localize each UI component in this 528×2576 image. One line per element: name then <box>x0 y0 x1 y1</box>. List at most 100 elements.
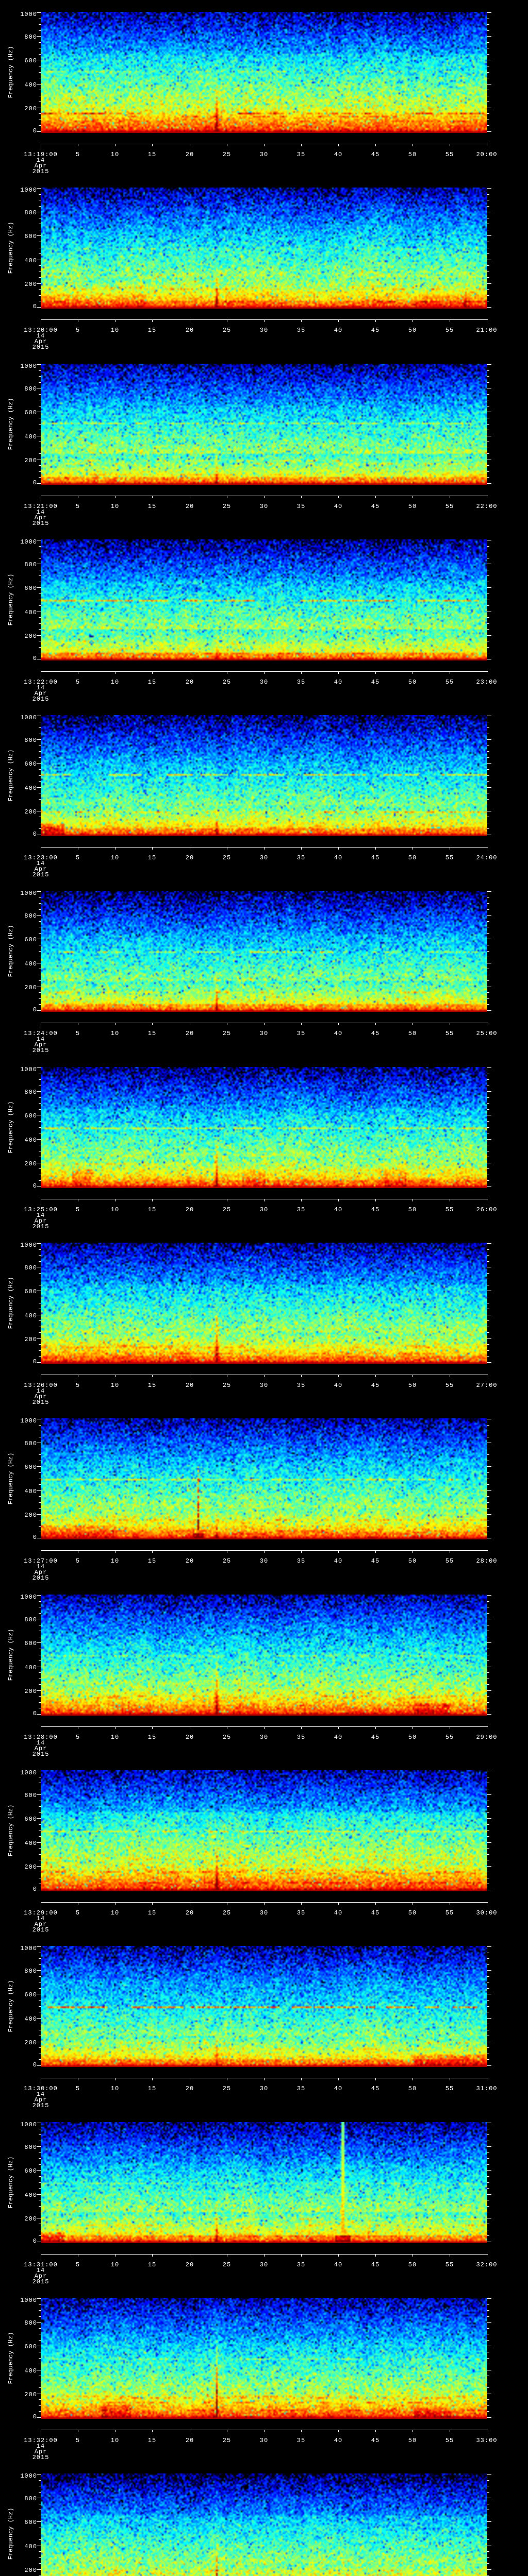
svg-text:10: 10 <box>111 1030 119 1037</box>
svg-text:25: 25 <box>223 2085 231 2092</box>
svg-text:10: 10 <box>111 1206 119 1213</box>
svg-text:400: 400 <box>24 2192 37 2199</box>
svg-text:30: 30 <box>260 1909 268 1917</box>
svg-text:Frequency (Hz): Frequency (Hz) <box>7 222 14 274</box>
svg-text:15: 15 <box>148 2261 156 2268</box>
svg-text:10: 10 <box>111 151 119 158</box>
svg-text:600: 600 <box>24 409 37 416</box>
svg-text:400: 400 <box>24 1664 37 1671</box>
svg-text:20: 20 <box>186 1734 194 1741</box>
svg-text:50: 50 <box>408 1557 417 1565</box>
svg-text:35: 35 <box>297 1382 305 1389</box>
svg-text:20: 20 <box>186 1909 194 1917</box>
svg-text:200: 200 <box>24 984 37 991</box>
svg-text:200: 200 <box>24 2391 37 2398</box>
svg-text:800: 800 <box>24 209 37 216</box>
svg-text:45: 45 <box>371 2261 380 2268</box>
svg-text:55: 55 <box>446 503 454 510</box>
svg-text:600: 600 <box>24 2519 37 2526</box>
svg-text:10: 10 <box>111 2261 119 2268</box>
svg-text:13:32:00: 13:32:00 <box>24 2437 58 2444</box>
svg-text:10: 10 <box>111 854 119 861</box>
svg-text:55: 55 <box>446 1206 454 1213</box>
svg-text:0: 0 <box>33 303 37 310</box>
svg-text:35: 35 <box>297 1206 305 1213</box>
svg-text:40: 40 <box>334 2085 342 2092</box>
svg-text:800: 800 <box>24 2144 37 2151</box>
svg-text:800: 800 <box>24 561 37 568</box>
svg-text:5: 5 <box>76 151 80 158</box>
svg-text:0: 0 <box>33 1886 37 1893</box>
svg-text:45: 45 <box>371 854 380 861</box>
svg-text:Apr: Apr <box>35 866 47 873</box>
svg-text:30: 30 <box>260 1382 268 1389</box>
svg-text:25: 25 <box>223 679 231 686</box>
svg-text:55: 55 <box>446 151 454 158</box>
svg-text:Frequency (Hz): Frequency (Hz) <box>7 1453 14 1505</box>
svg-text:0: 0 <box>33 1358 37 1365</box>
svg-text:0: 0 <box>33 655 37 662</box>
svg-text:Apr: Apr <box>35 1393 47 1400</box>
svg-text:50: 50 <box>408 2261 417 2268</box>
svg-text:800: 800 <box>24 33 37 41</box>
svg-text:14: 14 <box>37 2443 45 2450</box>
svg-text:35: 35 <box>297 679 305 686</box>
svg-text:10: 10 <box>111 1557 119 1565</box>
svg-text:30: 30 <box>260 679 268 686</box>
svg-text:Apr: Apr <box>35 690 47 697</box>
svg-text:1000: 1000 <box>20 187 37 194</box>
svg-text:35: 35 <box>297 151 305 158</box>
svg-text:28:00: 28:00 <box>476 1557 497 1565</box>
svg-text:600: 600 <box>24 2343 37 2350</box>
svg-text:5: 5 <box>76 1909 80 1917</box>
svg-text:5: 5 <box>76 2261 80 2268</box>
svg-text:20: 20 <box>186 1382 194 1389</box>
svg-text:Frequency (Hz): Frequency (Hz) <box>7 1101 14 1154</box>
svg-text:Apr: Apr <box>35 338 47 345</box>
svg-text:0: 0 <box>33 2413 37 2420</box>
svg-text:400: 400 <box>24 1137 37 1144</box>
svg-text:0: 0 <box>33 2238 37 2245</box>
svg-text:55: 55 <box>446 1734 454 1741</box>
svg-text:400: 400 <box>24 2543 37 2550</box>
svg-text:5: 5 <box>76 1734 80 1741</box>
svg-text:30: 30 <box>260 854 268 861</box>
svg-text:400: 400 <box>24 785 37 792</box>
svg-text:45: 45 <box>371 1030 380 1037</box>
svg-text:50: 50 <box>408 1030 417 1037</box>
svg-text:45: 45 <box>371 1206 380 1213</box>
svg-text:800: 800 <box>24 1616 37 1623</box>
svg-text:400: 400 <box>24 2367 37 2375</box>
svg-text:2015: 2015 <box>32 1399 50 1406</box>
svg-text:400: 400 <box>24 433 37 440</box>
svg-text:2015: 2015 <box>32 344 50 351</box>
svg-text:20: 20 <box>186 151 194 158</box>
svg-text:20: 20 <box>186 2261 194 2268</box>
svg-text:0: 0 <box>33 1534 37 1541</box>
svg-text:600: 600 <box>24 1640 37 1647</box>
svg-text:200: 200 <box>24 2039 37 2046</box>
svg-text:14: 14 <box>37 157 45 164</box>
svg-text:Apr: Apr <box>35 1217 47 1225</box>
svg-text:0: 0 <box>33 479 37 486</box>
svg-text:200: 200 <box>24 1336 37 1343</box>
svg-text:0: 0 <box>33 1710 37 1717</box>
svg-text:50: 50 <box>408 151 417 158</box>
svg-text:Frequency (Hz): Frequency (Hz) <box>7 1629 14 1681</box>
svg-text:800: 800 <box>24 1968 37 1975</box>
svg-text:800: 800 <box>24 2495 37 2502</box>
svg-text:1000: 1000 <box>20 2472 37 2480</box>
svg-text:0: 0 <box>33 1182 37 1190</box>
svg-text:15: 15 <box>148 1734 156 1741</box>
svg-text:10: 10 <box>111 503 119 510</box>
svg-text:10: 10 <box>111 1382 119 1389</box>
svg-text:40: 40 <box>334 854 342 861</box>
svg-text:Frequency (Hz): Frequency (Hz) <box>7 1980 14 2032</box>
svg-text:40: 40 <box>334 679 342 686</box>
svg-text:1000: 1000 <box>20 363 37 370</box>
svg-text:15: 15 <box>148 854 156 861</box>
svg-text:Frequency (Hz): Frequency (Hz) <box>7 2508 14 2560</box>
svg-text:55: 55 <box>446 679 454 686</box>
svg-text:200: 200 <box>24 1512 37 1519</box>
svg-text:1000: 1000 <box>20 1769 37 1776</box>
